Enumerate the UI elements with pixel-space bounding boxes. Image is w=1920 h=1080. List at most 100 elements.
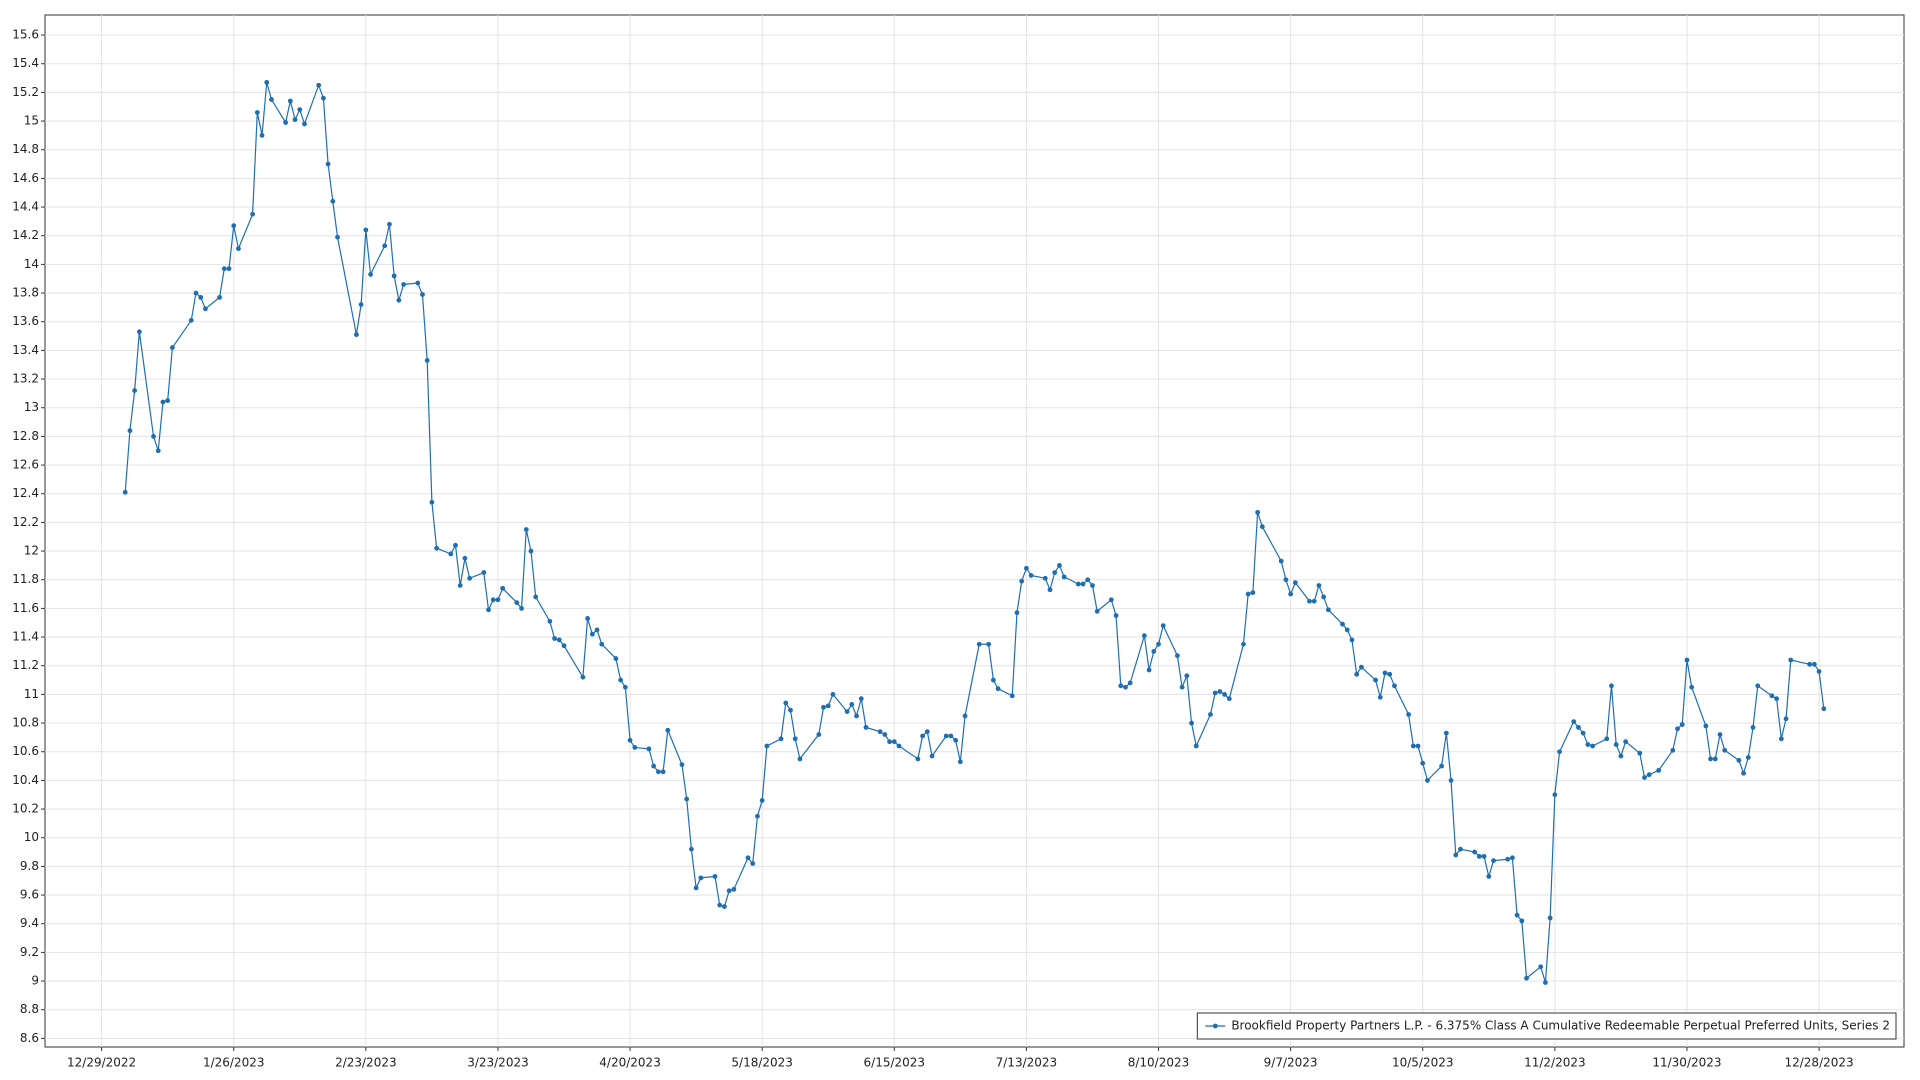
data-point [920, 733, 925, 739]
data-point [1179, 684, 1185, 690]
y-tick-label: 12.8 [12, 429, 39, 443]
data-point [693, 885, 699, 891]
x-tick-label: 11/2/2023 [1524, 1056, 1586, 1070]
y-tick-label: 12.6 [12, 458, 39, 472]
data-point [783, 700, 789, 706]
data-point [1708, 756, 1713, 762]
data-point [387, 221, 392, 227]
data-point [821, 704, 826, 710]
data-point [401, 282, 406, 287]
data-point [283, 120, 289, 125]
data-point [1354, 671, 1360, 677]
data-point [1085, 577, 1091, 583]
y-tick-label: 14.6 [12, 171, 39, 185]
data-point [1325, 607, 1331, 613]
data-point [957, 759, 963, 765]
data-point [1439, 763, 1445, 769]
data-point [1684, 657, 1690, 663]
data-point [599, 641, 605, 647]
x-tick-label: 4/20/2023 [599, 1056, 661, 1070]
data-point [660, 769, 666, 775]
data-point [1156, 641, 1161, 647]
data-point [1778, 736, 1784, 742]
plot-frame [44, 14, 1905, 1048]
data-point [1736, 757, 1742, 763]
data-point [844, 709, 850, 714]
y-tick-label: 9.6 [20, 888, 39, 902]
data-point [995, 686, 1001, 692]
y-tick-label: 10 [24, 830, 39, 844]
data-point [962, 713, 968, 719]
data-point [1774, 696, 1780, 702]
data-point [217, 294, 222, 300]
data-point [316, 82, 322, 88]
y-tick-label: 11.8 [12, 572, 39, 586]
y-tick-label: 13.8 [12, 286, 39, 300]
data-point [368, 272, 373, 277]
data-point [1425, 778, 1430, 783]
data-point [1349, 637, 1355, 643]
data-point [759, 798, 765, 803]
data-point [396, 297, 402, 303]
data-point [1604, 736, 1610, 742]
data-point [1255, 509, 1260, 515]
data-point [1075, 581, 1081, 587]
data-point [1557, 749, 1562, 755]
data-point [679, 762, 685, 768]
y-tick-label: 12.4 [12, 486, 39, 500]
data-point [1250, 590, 1256, 596]
data-point [1292, 580, 1298, 585]
data-point [1679, 722, 1685, 727]
data-point [169, 345, 175, 350]
data-point [1491, 858, 1496, 864]
data-point [1108, 597, 1114, 603]
data-point [1769, 693, 1775, 699]
x-tick-label: 8/10/2023 [1128, 1056, 1190, 1070]
y-tick-label: 8.8 [20, 1002, 39, 1016]
y-tick-label: 13 [24, 400, 39, 414]
data-point [1519, 918, 1525, 924]
data-point [1245, 591, 1251, 597]
data-point [632, 745, 638, 750]
y-tick-label: 14 [24, 257, 39, 271]
data-point [236, 246, 241, 252]
y-tick-label: 9 [31, 974, 39, 988]
data-point [1476, 853, 1482, 859]
data-point [302, 121, 307, 127]
data-point [1358, 664, 1364, 670]
data-point [481, 570, 487, 575]
data-point [287, 98, 293, 104]
data-point [1509, 855, 1515, 861]
data-point [1415, 743, 1421, 749]
y-tick-label: 10.4 [12, 773, 39, 787]
data-point [1623, 739, 1629, 745]
y-tick-label: 9.8 [20, 859, 39, 873]
data-point [1377, 694, 1383, 700]
data-point [495, 597, 501, 603]
data-point [877, 729, 883, 735]
data-point [1340, 621, 1345, 627]
data-point [1283, 577, 1289, 583]
y-tick-label: 14.4 [12, 200, 39, 214]
data-point [1090, 583, 1095, 588]
data-point [665, 727, 671, 733]
data-point [1656, 767, 1662, 773]
x-tick-label: 9/7/2023 [1264, 1056, 1318, 1070]
data-point [589, 631, 595, 637]
data-point [391, 273, 397, 279]
data-point [1443, 730, 1449, 736]
data-point [1392, 683, 1397, 689]
data-point [264, 79, 270, 85]
data-point [490, 597, 496, 603]
x-tick-label: 12/29/2022 [67, 1056, 136, 1070]
data-point [1373, 677, 1378, 683]
data-point [722, 904, 727, 909]
data-point [655, 769, 661, 775]
data-point [1344, 627, 1350, 633]
data-point [1382, 670, 1388, 676]
data-point [915, 756, 921, 762]
data-point [221, 266, 227, 272]
data-point [250, 211, 256, 217]
data-point [1057, 563, 1062, 568]
